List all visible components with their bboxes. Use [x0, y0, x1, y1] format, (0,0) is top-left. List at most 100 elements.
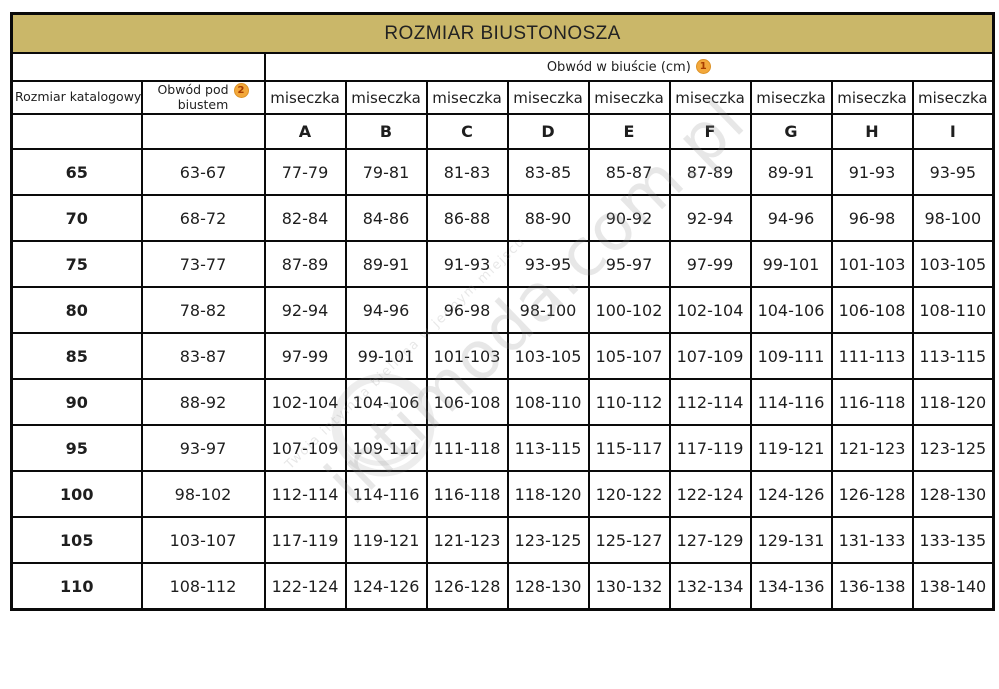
- cup-C-range: 106-108: [425, 378, 509, 426]
- catalog-size-value: 100: [10, 470, 143, 518]
- underbust-range: 98-102: [140, 470, 266, 518]
- cup-A-range: 97-99: [263, 332, 347, 380]
- underbust-range: 73-77: [140, 240, 266, 288]
- cup-letter-A: A: [263, 113, 347, 150]
- underbust-range: 88-92: [140, 378, 266, 426]
- cup-H-range: 116-118: [830, 378, 914, 426]
- cup-F-range: 87-89: [668, 148, 752, 196]
- catalog-size-value: 75: [10, 240, 143, 288]
- cup-letter-E: E: [587, 113, 671, 150]
- cup-F-range: 122-124: [668, 470, 752, 518]
- catalog-size-value: 70: [10, 194, 143, 242]
- cup-C-range: 86-88: [425, 194, 509, 242]
- cup-column-header-G: miseczka: [749, 80, 833, 115]
- cup-F-range: 112-114: [668, 378, 752, 426]
- cup-B-range: 124-126: [344, 562, 428, 611]
- cup-C-range: 101-103: [425, 332, 509, 380]
- cup-I-range: 133-135: [911, 516, 995, 564]
- cup-H-range: 106-108: [830, 286, 914, 334]
- cup-G-range: 129-131: [749, 516, 833, 564]
- cup-B-range: 89-91: [344, 240, 428, 288]
- catalog-size-value: 105: [10, 516, 143, 564]
- size-row-100: 100 98-102 112-114 114-116 116-118 118-120 120…: [10, 470, 995, 518]
- size-row-75: 75 73-77 87-89 89-91 91-93 93-95 95-97 97-99 99-…: [10, 240, 995, 288]
- bust-circumference-label: Obwód w biuście (cm): [546, 60, 691, 75]
- cup-A-range: 122-124: [263, 562, 347, 611]
- underbust-header: Obwód pod 2 biustem: [140, 80, 266, 115]
- cup-column-header-F: miseczka: [668, 80, 752, 115]
- underbust-label-line2: biustem: [177, 96, 229, 112]
- size-row-70: 70 68-72 82-84 84-86 86-88 88-90 90-92 92-94 94-…: [10, 194, 995, 242]
- cup-D-range: 103-105: [506, 332, 590, 380]
- size-row-80: 80 78-82 92-94 94-96 96-98 98-100 100-102 102-1…: [10, 286, 995, 334]
- cup-H-range: 101-103: [830, 240, 914, 288]
- empty-header-cell: [10, 52, 266, 82]
- cup-F-range: 97-99: [668, 240, 752, 288]
- cup-A-range: 102-104: [263, 378, 347, 426]
- cup-column-header-H: miseczka: [830, 80, 914, 115]
- cup-B-range: 79-81: [344, 148, 428, 196]
- cup-I-range: 98-100: [911, 194, 995, 242]
- catalog-size-value: 90: [10, 378, 143, 426]
- column-header-row: Rozmiar katalogowy Obwód pod 2 biustem mi…: [10, 80, 995, 115]
- cup-C-range: 116-118: [425, 470, 509, 518]
- cup-B-range: 99-101: [344, 332, 428, 380]
- cup-C-range: 91-93: [425, 240, 509, 288]
- empty-cell: [140, 113, 266, 150]
- cup-H-range: 131-133: [830, 516, 914, 564]
- cup-E-range: 90-92: [587, 194, 671, 242]
- underbust-range: 83-87: [140, 332, 266, 380]
- cup-column-header-C: miseczka: [425, 80, 509, 115]
- cup-B-range: 109-111: [344, 424, 428, 472]
- cup-I-range: 123-125: [911, 424, 995, 472]
- cup-letter-H: H: [830, 113, 914, 150]
- cup-G-range: 114-116: [749, 378, 833, 426]
- footnote-2-badge: 2: [233, 83, 249, 98]
- cup-F-range: 107-109: [668, 332, 752, 380]
- cup-E-range: 105-107: [587, 332, 671, 380]
- cup-I-range: 103-105: [911, 240, 995, 288]
- underbust-range: 93-97: [140, 424, 266, 472]
- cup-B-range: 84-86: [344, 194, 428, 242]
- underbust-range: 68-72: [140, 194, 266, 242]
- size-table: ROZMIAR BIUSTONOSZA Obwód w biuście (cm)…: [10, 12, 996, 611]
- cup-E-range: 125-127: [587, 516, 671, 564]
- catalog-size-value: 110: [10, 562, 143, 611]
- cup-H-range: 96-98: [830, 194, 914, 242]
- cup-G-range: 99-101: [749, 240, 833, 288]
- underbust-range: 78-82: [140, 286, 266, 334]
- cup-E-range: 115-117: [587, 424, 671, 472]
- cup-I-range: 128-130: [911, 470, 995, 518]
- underbust-range: 103-107: [140, 516, 266, 564]
- cup-B-range: 104-106: [344, 378, 428, 426]
- underbust-label: Obwód pod: [157, 82, 229, 98]
- cup-D-range: 128-130: [506, 562, 590, 611]
- underbust-range: 63-67: [140, 148, 266, 196]
- cup-D-range: 118-120: [506, 470, 590, 518]
- cup-column-header-E: miseczka: [587, 80, 671, 115]
- cup-C-range: 96-98: [425, 286, 509, 334]
- page-title: ROZMIAR BIUSTONOSZA: [10, 12, 995, 54]
- cup-E-range: 95-97: [587, 240, 671, 288]
- cup-A-range: 92-94: [263, 286, 347, 334]
- cup-F-range: 127-129: [668, 516, 752, 564]
- cup-F-range: 92-94: [668, 194, 752, 242]
- cup-B-range: 114-116: [344, 470, 428, 518]
- size-row-65: 65 63-67 77-79 79-81 81-83 83-85 85-87 87-89 89-…: [10, 148, 995, 196]
- title-row: ROZMIAR BIUSTONOSZA: [10, 12, 995, 54]
- cup-E-range: 110-112: [587, 378, 671, 426]
- catalog-size-header: Rozmiar katalogowy: [10, 80, 143, 115]
- cup-A-range: 82-84: [263, 194, 347, 242]
- bust-circumference-header: Obwód w biuście (cm) 1: [263, 52, 995, 82]
- catalog-size-value: 65: [10, 148, 143, 196]
- cup-C-range: 111-118: [425, 424, 509, 472]
- cup-D-range: 88-90: [506, 194, 590, 242]
- bra-size-chart: ROZMIAR BIUSTONOSZA Obwód w biuście (cm)…: [10, 12, 996, 611]
- cup-G-range: 124-126: [749, 470, 833, 518]
- cup-H-range: 121-123: [830, 424, 914, 472]
- cup-column-header-D: miseczka: [506, 80, 590, 115]
- cup-C-range: 121-123: [425, 516, 509, 564]
- cup-G-range: 134-136: [749, 562, 833, 611]
- cup-I-range: 93-95: [911, 148, 995, 196]
- catalog-size-value: 95: [10, 424, 143, 472]
